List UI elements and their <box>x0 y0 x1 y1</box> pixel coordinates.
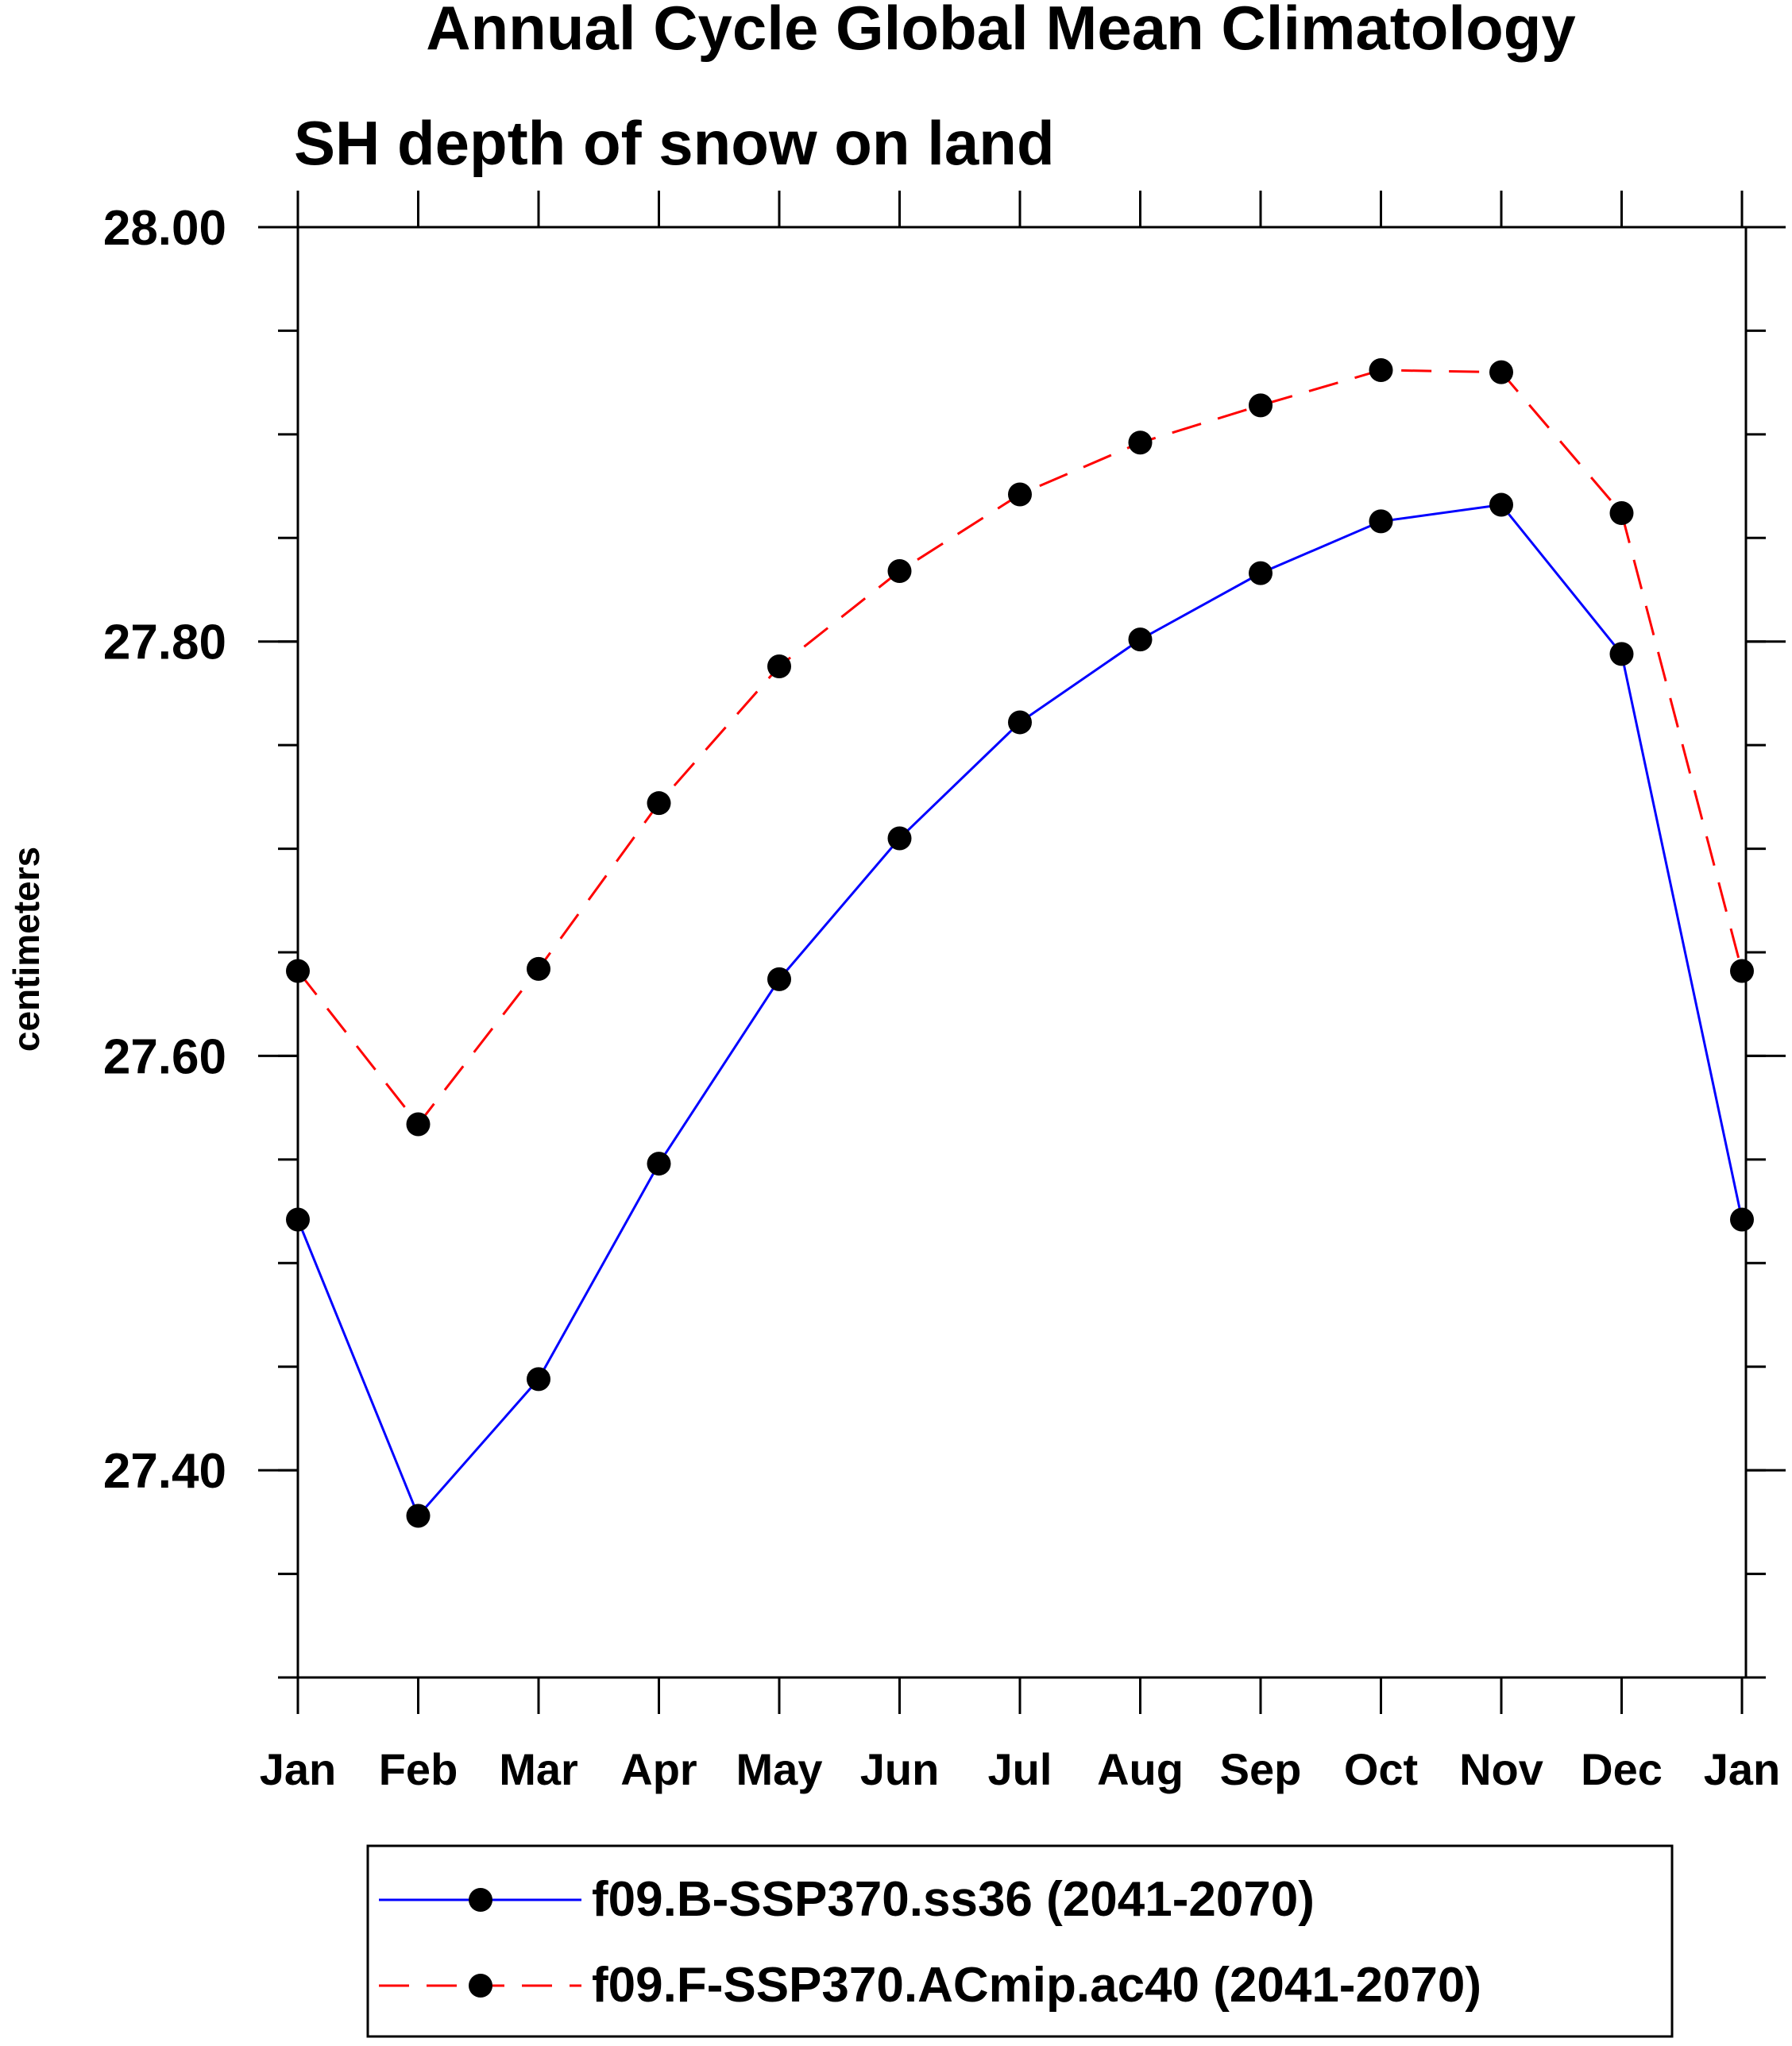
data-point <box>1249 393 1273 418</box>
data-point <box>767 967 791 991</box>
data-point <box>1128 430 1153 455</box>
data-point <box>1008 710 1032 735</box>
x-tick-label: Mar <box>499 1744 578 1794</box>
x-tick-labels: Jan Feb Mar Apr May Jun Jul Aug Sep Oct Nov Dec Jan <box>260 1744 1781 1794</box>
legend-marker-series-2 <box>469 1974 492 1998</box>
legend-box <box>366 1844 1674 2038</box>
data-point <box>286 1207 310 1232</box>
legend-marker-series-1 <box>469 1888 492 1912</box>
series-line-1 <box>296 503 1744 1519</box>
legend-label-series-2: f09.F-SSP370.ACmip.ac40 (2041-2070) <box>592 1958 1481 2013</box>
x-tick-label: Sep <box>1220 1744 1302 1794</box>
x-tick-label: Aug <box>1097 1744 1184 1794</box>
y-axis-label: centimeters <box>6 847 47 1052</box>
chart-title: Annual Cycle Global Mean Climatology <box>426 0 1576 63</box>
chart-subtitle: SH depth of snow on land <box>294 108 1055 178</box>
legend-label-series-1: f09.B-SSP370.ss36 (2041-2070) <box>592 1872 1315 1927</box>
x-tick-label: Jun <box>860 1744 940 1794</box>
x-tick-label: Jul <box>988 1744 1052 1794</box>
legend: f09.B-SSP370.ss36 (2041-2070) f09.F-SSP3… <box>366 1844 1674 2038</box>
y-tick-label: 27.80 <box>103 616 226 670</box>
data-point <box>1730 959 1754 983</box>
data-point <box>1008 482 1032 507</box>
y-tick-label: 28.00 <box>103 201 226 256</box>
x-tick-label: Oct <box>1344 1744 1418 1794</box>
data-point <box>1128 627 1153 652</box>
data-point <box>887 826 912 851</box>
x-tick-label: Jan <box>260 1744 337 1794</box>
data-point <box>406 1112 431 1137</box>
x-tick-label: Dec <box>1581 1744 1663 1794</box>
data-point <box>1730 1207 1754 1232</box>
y-tick-labels: 28.00 27.80 27.60 27.40 <box>103 201 226 1499</box>
data-point <box>647 791 671 816</box>
data-point <box>887 559 912 584</box>
x-tick-label: Feb <box>379 1744 458 1794</box>
data-point <box>527 956 550 981</box>
plot-frame <box>296 226 1748 1679</box>
data-point <box>1249 561 1273 585</box>
y-tick-label: 27.60 <box>103 1029 226 1084</box>
data-point <box>1609 500 1634 525</box>
data-point <box>1369 357 1393 382</box>
data-point <box>767 654 791 679</box>
x-tick-label: Jan <box>1704 1744 1781 1794</box>
data-point <box>1489 360 1513 384</box>
data-point <box>527 1367 550 1392</box>
data-point <box>406 1504 431 1528</box>
x-tick-label: Nov <box>1459 1744 1543 1794</box>
axis-ticks <box>258 191 1786 1714</box>
x-tick-label: Apr <box>620 1744 697 1794</box>
series-layer <box>286 357 1754 1528</box>
data-point <box>1489 492 1513 517</box>
data-point <box>286 959 310 983</box>
data-point <box>1609 642 1634 666</box>
data-point <box>1369 509 1393 534</box>
x-tick-label: May <box>736 1744 823 1794</box>
y-tick-label: 27.40 <box>103 1444 226 1499</box>
data-point <box>647 1152 671 1176</box>
